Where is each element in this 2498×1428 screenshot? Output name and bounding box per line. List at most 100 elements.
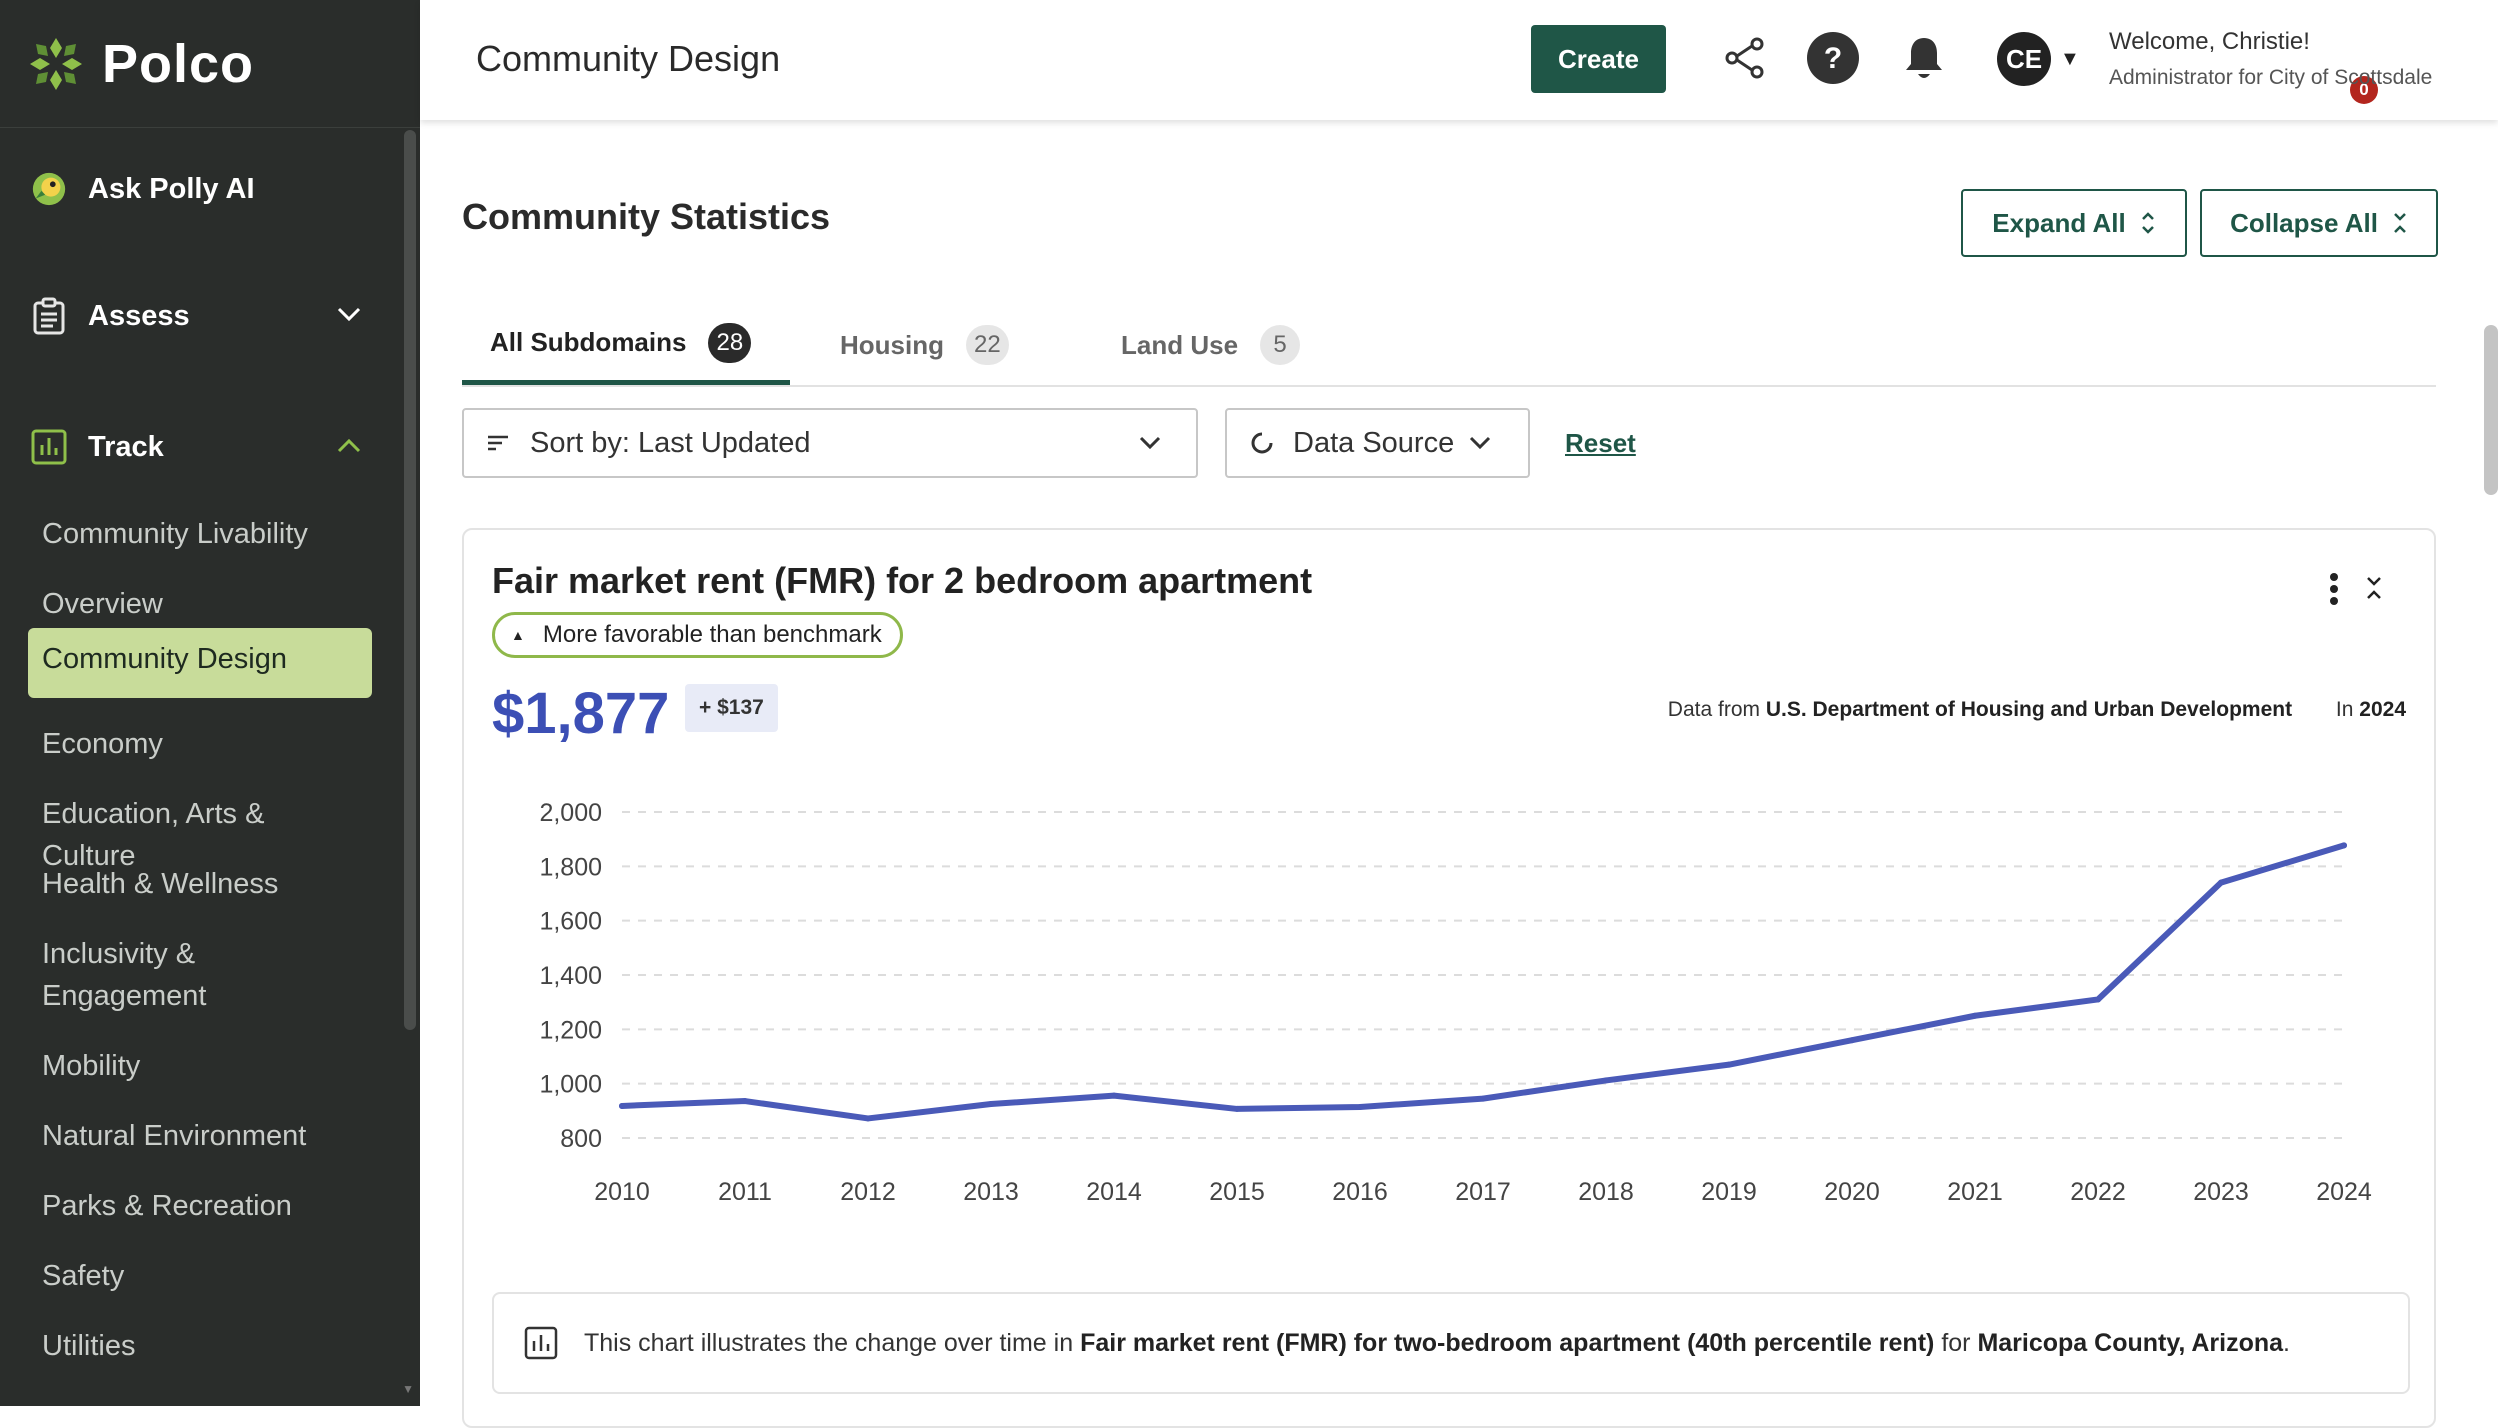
collapse-card-icon[interactable] <box>2364 570 2384 609</box>
tab-land-use[interactable]: Land Use 5 <box>1121 305 1301 385</box>
x-tick-label: 2017 <box>1455 1178 1511 1206</box>
data-source-label: Data Source <box>1293 426 1455 459</box>
sidebar-item-economy[interactable]: Economy <box>42 728 163 760</box>
benchmark-badge: ▲ More favorable than benchmark <box>492 612 903 658</box>
y-tick-label: 1,200 <box>539 1016 602 1044</box>
year-value: 2024 <box>2359 698 2406 721</box>
x-tick-label: 2012 <box>840 1178 896 1206</box>
top-header: Community Design Create ? 0 CE ▼ Welcome… <box>420 0 2498 120</box>
sidebar-scroll-down-icon[interactable]: ▼ <box>402 1382 414 1396</box>
y-tick-label: 1,000 <box>539 1071 602 1099</box>
x-tick-label: 2019 <box>1701 1178 1757 1206</box>
sidebar-scrollbar[interactable] <box>404 130 416 1030</box>
chart-icon <box>524 1326 558 1360</box>
more-options-icon[interactable] <box>2329 572 2339 611</box>
year-prefix: In <box>2335 698 2354 721</box>
sidebar-assess[interactable]: Assess <box>30 297 190 335</box>
sort-select-value: Sort by: Last Updated <box>530 426 811 459</box>
data-point <box>1357 1104 1363 1111</box>
tab-count-badge: 28 <box>708 322 752 363</box>
user-role: Administrator for City of Scottsdale <box>2109 66 2433 89</box>
metric-delta: + $137 <box>685 684 778 732</box>
sidebar-track[interactable]: Track <box>30 428 164 466</box>
source-prefix: Data from <box>1667 698 1760 721</box>
main-scrollbar[interactable] <box>2484 325 2498 495</box>
x-tick-label: 2014 <box>1086 1178 1142 1206</box>
page-title: Community Design <box>476 38 781 79</box>
data-source-select[interactable]: Data Source <box>1225 408 1530 478</box>
x-tick-label: 2018 <box>1578 1178 1634 1206</box>
tab-land-use-label: Land Use <box>1121 329 1239 360</box>
reset-link[interactable]: Reset <box>1565 428 1636 458</box>
expand-icon <box>2141 212 2154 234</box>
chevron-up-icon[interactable] <box>336 432 362 463</box>
caret-down-icon[interactable]: ▼ <box>2060 48 2080 70</box>
data-point <box>2218 879 2224 886</box>
chevron-down-icon <box>1139 436 1161 450</box>
tab-count-badge: 5 <box>1260 325 1301 365</box>
data-point <box>619 1102 625 1109</box>
x-tick-label: 2022 <box>2070 1178 2126 1206</box>
notification-bell-icon[interactable] <box>1896 30 1952 86</box>
sidebar-item-parks-recreation[interactable]: Parks & Recreation <box>42 1190 292 1222</box>
x-tick-label: 2011 <box>718 1178 772 1206</box>
tab-housing[interactable]: Housing 22 <box>840 305 1009 385</box>
y-tick-label: 2,000 <box>539 800 602 827</box>
data-point <box>1849 1037 1855 1044</box>
source-name: U.S. Department of Housing and Urban Dev… <box>1765 698 2293 721</box>
x-tick-label: 2021 <box>1947 1178 2003 1206</box>
data-point <box>1726 1061 1732 1068</box>
sidebar-item-community-design[interactable]: Community Design <box>28 628 372 698</box>
help-icon[interactable]: ? <box>1805 30 1861 86</box>
sidebar-item-overview[interactable]: Overview <box>42 588 163 620</box>
tab-housing-label: Housing <box>840 329 944 360</box>
tab-all-subdomains-label: All Subdomains <box>490 327 687 357</box>
polco-logo[interactable]: Polco <box>0 0 420 128</box>
sidebar-item-community-livability[interactable]: Community Livability <box>42 518 308 550</box>
series-line <box>619 842 2347 1122</box>
subdomain-tabs: All Subdomains 28 Housing 22 Land Use 5 <box>462 305 2436 387</box>
tab-count-badge: 22 <box>966 325 1009 365</box>
sidebar-ask-polly-label: Ask Polly AI <box>88 172 255 205</box>
data-point <box>2095 996 2101 1003</box>
chevron-down-icon[interactable] <box>336 300 362 331</box>
sidebar-item-safety[interactable]: Safety <box>42 1260 125 1292</box>
sidebar-item-mobility[interactable]: Mobility <box>42 1050 141 1082</box>
collapse-all-button[interactable]: Collapse All <box>2200 189 2438 257</box>
tab-all-subdomains[interactable]: All Subdomains 28 <box>462 305 790 385</box>
sidebar-item-natural-environment[interactable]: Natural Environment <box>42 1120 307 1152</box>
desc-metric: Fair market rent (FMR) for two-bedroom a… <box>1080 1328 1935 1357</box>
x-tick-label: 2016 <box>1332 1178 1388 1206</box>
bar-chart-icon <box>30 428 68 466</box>
expand-all-button[interactable]: Expand All <box>1961 189 2187 257</box>
svg-text:?: ? <box>1824 42 1842 75</box>
chart-description-text: This chart illustrates the change over t… <box>584 1329 2290 1358</box>
caret-up-icon: ▲ <box>511 627 525 643</box>
notification-count-badge: 0 <box>2350 76 2378 104</box>
create-button[interactable]: Create <box>1531 25 1666 93</box>
sidebar-ask-polly[interactable]: Ask Polly AI <box>30 170 255 208</box>
data-point <box>742 1098 748 1105</box>
avatar[interactable]: CE <box>1997 32 2051 86</box>
data-source-text: Data from U.S. Department of Housing and… <box>1668 698 2406 722</box>
sidebar-track-label: Track <box>88 430 164 463</box>
stat-card: Fair market rent (FMR) for 2 bedroom apa… <box>462 528 2436 1428</box>
sidebar-item-education-arts-culture[interactable]: Education, Arts & Culture <box>42 798 265 872</box>
data-point <box>865 1115 871 1122</box>
data-point <box>2341 842 2347 849</box>
brand-name: Polco <box>102 33 255 94</box>
welcome-text: Welcome, Christie! <box>2109 28 2310 55</box>
clipboard-icon <box>30 297 68 335</box>
desc-part: This chart illustrates the change over t… <box>584 1328 1074 1357</box>
chevron-down-icon <box>1469 436 1491 450</box>
sidebar-item-utilities[interactable]: Utilities <box>42 1330 136 1362</box>
sidebar-item-health-wellness[interactable]: Health & Wellness <box>42 868 279 900</box>
sort-select[interactable]: Sort by: Last Updated <box>462 408 1198 478</box>
y-tick-label: 800 <box>560 1125 602 1153</box>
share-icon[interactable] <box>1717 30 1773 86</box>
sidebar-item-inclusivity-engagement[interactable]: Inclusivity & Engagement <box>42 938 207 1012</box>
x-tick-label: 2015 <box>1209 1178 1265 1206</box>
data-point <box>1972 1012 1978 1019</box>
data-point <box>988 1101 994 1108</box>
y-tick-label: 1,400 <box>539 962 602 990</box>
